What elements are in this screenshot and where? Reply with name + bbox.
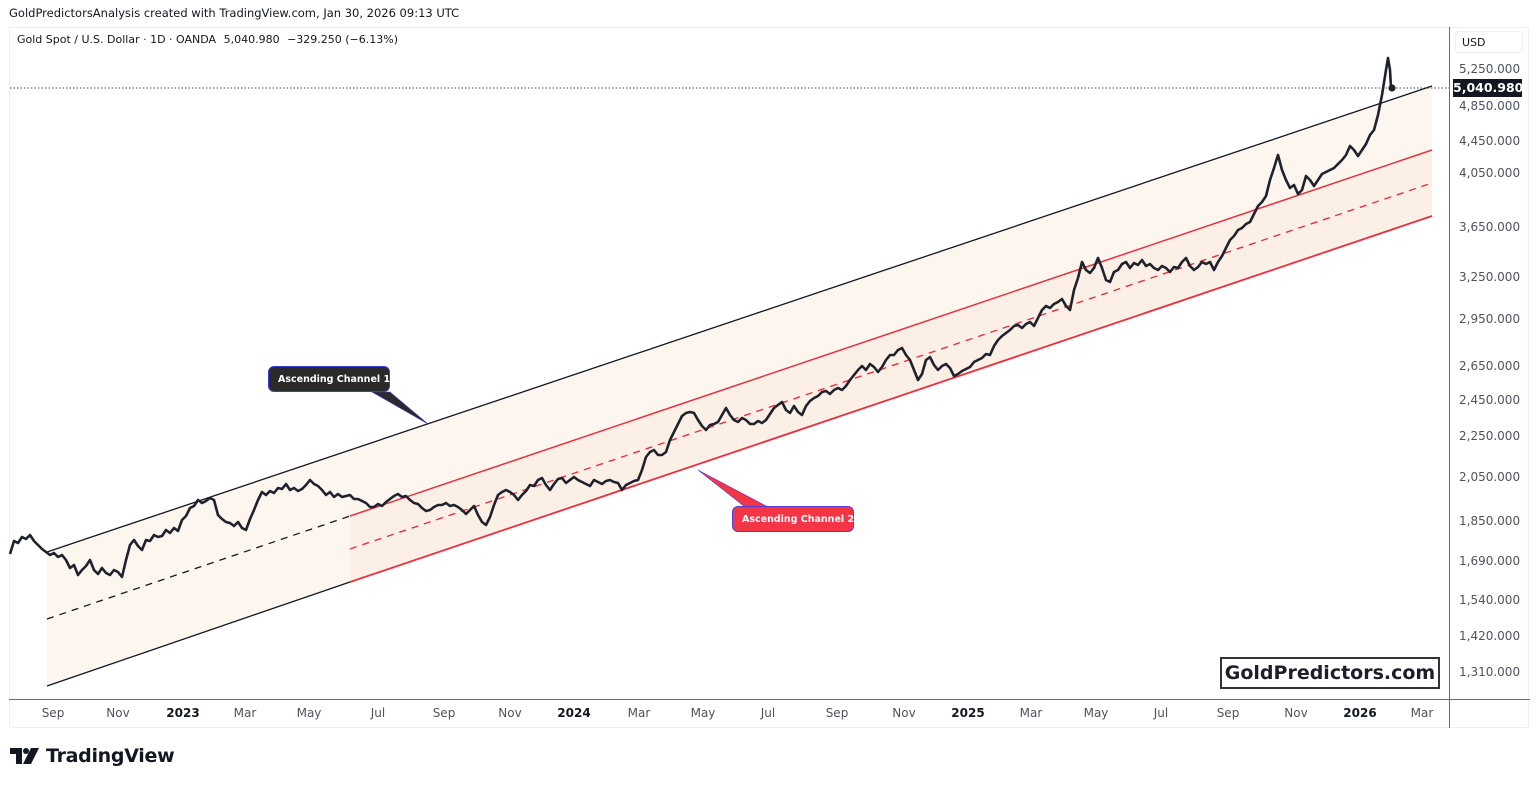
callout1-pointer: [370, 391, 429, 425]
price-axis[interactable]: [1449, 27, 1530, 699]
price-axis-label: 1,310.000: [1459, 665, 1521, 679]
price-axis-label: 4,050.000: [1459, 166, 1521, 180]
time-axis-label: Jul: [1153, 706, 1169, 720]
time-axis-label: Sep: [825, 706, 849, 720]
legend-last-price: 5,040.980: [223, 33, 280, 46]
time-axis-label: 2025: [951, 706, 985, 720]
price-axis-label: 2,450.000: [1459, 393, 1521, 407]
time-axis-label: Mar: [1019, 706, 1043, 720]
callout-ascending-channel-1[interactable]: Ascending Channel 1: [268, 366, 390, 392]
time-axis-label: Nov: [106, 706, 130, 720]
chart-credit: GoldPredictorsAnalysis created with Trad…: [9, 6, 460, 20]
time-axis-label: 2026: [1343, 706, 1377, 720]
time-axis-label: Mar: [1410, 706, 1434, 720]
price-axis-label: 1,850.000: [1459, 514, 1521, 528]
channel2-lower[interactable]: [349, 215, 1433, 583]
time-axis-label: Mar: [233, 706, 257, 720]
last-price-marker: [1388, 84, 1396, 92]
price-axis-label: 4,850.000: [1459, 99, 1521, 113]
time-axis-label: May: [1083, 706, 1109, 720]
price-axis-label: 5,250.000: [1459, 62, 1521, 76]
callout-ascending-channel-2[interactable]: Ascending Channel 2: [732, 506, 854, 532]
price-axis-label: 1,690.000: [1459, 554, 1521, 568]
tradingview-logo-icon: [10, 748, 39, 764]
time-axis-label: Sep: [1216, 706, 1240, 720]
currency-button[interactable]: USD: [1455, 31, 1523, 53]
time-axis-label: Nov: [1284, 706, 1308, 720]
time-axis-label: Mar: [627, 706, 651, 720]
time-axis-label: 2023: [166, 706, 200, 720]
price-axis-label: 3,250.000: [1459, 270, 1521, 284]
price-axis-label: 1,540.000: [1459, 593, 1521, 607]
price-axis-label: 3,650.000: [1459, 220, 1521, 234]
time-axis-label: Nov: [892, 706, 916, 720]
last-price-tag: 5,040.980: [1453, 79, 1524, 97]
time-axis[interactable]: [9, 699, 1449, 728]
price-axis-label: 4,450.000: [1459, 134, 1521, 148]
channel1-upper[interactable]: [46, 85, 1433, 553]
time-axis-label: 2024: [557, 706, 591, 720]
chart-frame: [9, 27, 1529, 728]
time-axis-label: May: [296, 706, 322, 720]
time-axis-label: Jul: [370, 706, 386, 720]
time-axis-label: Nov: [498, 706, 522, 720]
watermark-goldpredictors: GoldPredictors.com: [1220, 657, 1440, 689]
price-axis-label: 1,420.000: [1459, 629, 1521, 643]
time-axis-label: Sep: [432, 706, 456, 720]
time-axis-label: May: [690, 706, 716, 720]
callout2-pointer: [697, 469, 769, 508]
channel1-lower[interactable]: [46, 581, 351, 687]
time-axis-label: Sep: [41, 706, 65, 720]
price-axis-label: 2,950.000: [1459, 312, 1521, 326]
time-axis-label: Jul: [760, 706, 776, 720]
price-axis-label: 2,650.000: [1459, 359, 1521, 373]
tradingview-wordmark: TradingView: [46, 745, 175, 767]
legend-symbol: Gold Spot / U.S. Dollar · 1D · OANDA: [17, 33, 217, 46]
legend-change: −329.250 (−6.13%): [287, 33, 399, 46]
channel2-upper[interactable]: [349, 149, 1433, 517]
channel1-median[interactable]: [46, 515, 351, 620]
channel2-median[interactable]: [349, 182, 1433, 550]
price-axis-label: 2,250.000: [1459, 429, 1521, 443]
tradingview-branding[interactable]: TradingView: [10, 745, 175, 767]
price-line[interactable]: [8, 56, 1393, 579]
axis-corner: [1449, 699, 1530, 728]
price-axis-label: 2,050.000: [1459, 470, 1521, 484]
chart-legend[interactable]: Gold Spot / U.S. Dollar · 1D · OANDA 5,0…: [17, 33, 402, 46]
channel2-fill: [350, 150, 1432, 582]
